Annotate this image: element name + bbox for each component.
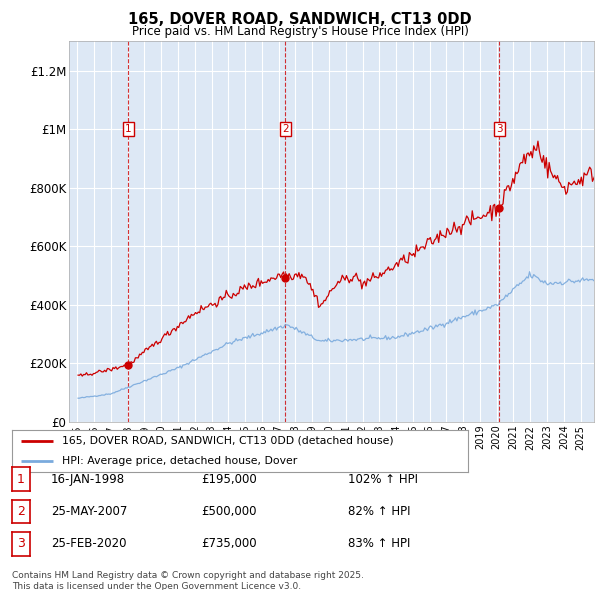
- Text: 2: 2: [17, 505, 25, 518]
- Text: 3: 3: [496, 124, 503, 134]
- Text: 16-JAN-1998: 16-JAN-1998: [51, 473, 125, 486]
- Text: 1: 1: [17, 473, 25, 486]
- Text: HPI: Average price, detached house, Dover: HPI: Average price, detached house, Dove…: [62, 455, 298, 466]
- Text: £195,000: £195,000: [201, 473, 257, 486]
- Text: 1: 1: [125, 124, 131, 134]
- Text: 83% ↑ HPI: 83% ↑ HPI: [348, 537, 410, 550]
- Text: Contains HM Land Registry data © Crown copyright and database right 2025.
This d: Contains HM Land Registry data © Crown c…: [12, 571, 364, 590]
- Text: £735,000: £735,000: [201, 537, 257, 550]
- Text: 2: 2: [282, 124, 289, 134]
- Text: 165, DOVER ROAD, SANDWICH, CT13 0DD: 165, DOVER ROAD, SANDWICH, CT13 0DD: [128, 12, 472, 27]
- Text: 25-MAY-2007: 25-MAY-2007: [51, 505, 127, 518]
- Text: £500,000: £500,000: [201, 505, 257, 518]
- Text: 165, DOVER ROAD, SANDWICH, CT13 0DD (detached house): 165, DOVER ROAD, SANDWICH, CT13 0DD (det…: [62, 436, 394, 446]
- Text: 25-FEB-2020: 25-FEB-2020: [51, 537, 127, 550]
- Text: 102% ↑ HPI: 102% ↑ HPI: [348, 473, 418, 486]
- Text: Price paid vs. HM Land Registry's House Price Index (HPI): Price paid vs. HM Land Registry's House …: [131, 25, 469, 38]
- Text: 3: 3: [17, 537, 25, 550]
- Text: 82% ↑ HPI: 82% ↑ HPI: [348, 505, 410, 518]
